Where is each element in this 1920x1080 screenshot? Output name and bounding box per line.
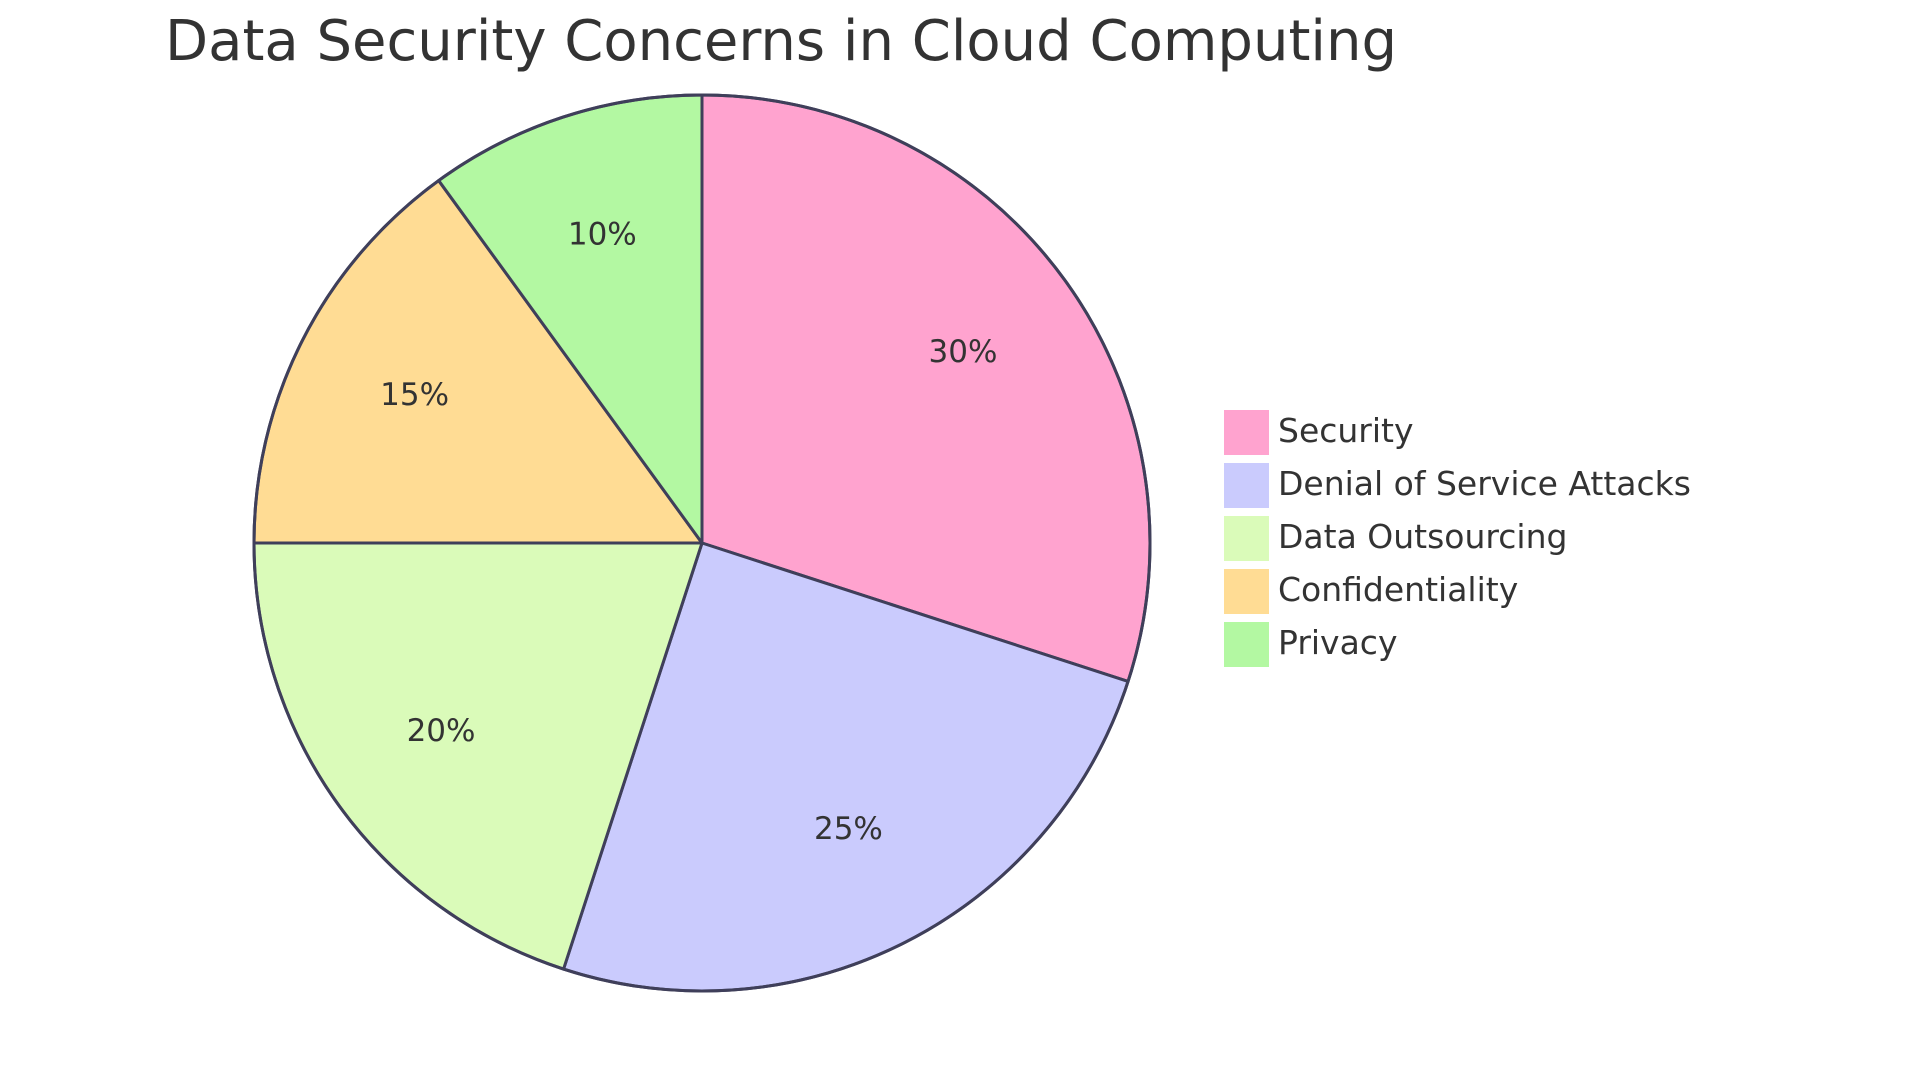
- legend-item-confidentiality: Confidentiality: [1224, 569, 1518, 614]
- legend-item-data-outsourcing: Data Outsourcing: [1224, 516, 1567, 561]
- pie-slice-labels: 30% 25% 20% 15% 10%: [380, 217, 997, 847]
- slice-label-confidentiality: 15%: [380, 377, 449, 413]
- legend-label-data-outsourcing: Data Outsourcing: [1278, 517, 1567, 556]
- legend-label-privacy: Privacy: [1278, 623, 1397, 662]
- legend-label-confidentiality: Confidentiality: [1278, 570, 1518, 609]
- slice-label-security: 30%: [929, 334, 998, 370]
- legend-swatch-data-outsourcing: [1224, 516, 1269, 561]
- legend-swatch-security: [1224, 410, 1269, 455]
- pie-outline: [252, 93, 1152, 993]
- legend-swatch-confidentiality: [1224, 569, 1269, 614]
- slice-label-denial-of-service-attacks: 25%: [814, 811, 883, 847]
- pie-slices: [252, 93, 1152, 993]
- legend-item-privacy: Privacy: [1224, 622, 1397, 667]
- legend-swatch-denial-of-service-attacks: [1224, 463, 1269, 508]
- slice-label-data-outsourcing: 20%: [407, 713, 476, 749]
- chart-title: Data Security Concerns in Cloud Computin…: [165, 9, 1397, 74]
- legend: Security Denial of Service Attacks Data Ou…: [1224, 410, 1691, 667]
- slice-label-privacy: 10%: [568, 217, 637, 253]
- legend-label-security: Security: [1278, 411, 1414, 450]
- legend-item-security: Security: [1224, 410, 1414, 455]
- legend-label-denial-of-service-attacks: Denial of Service Attacks: [1278, 464, 1691, 503]
- legend-item-denial-of-service-attacks: Denial of Service Attacks: [1224, 463, 1691, 508]
- legend-swatch-privacy: [1224, 622, 1269, 667]
